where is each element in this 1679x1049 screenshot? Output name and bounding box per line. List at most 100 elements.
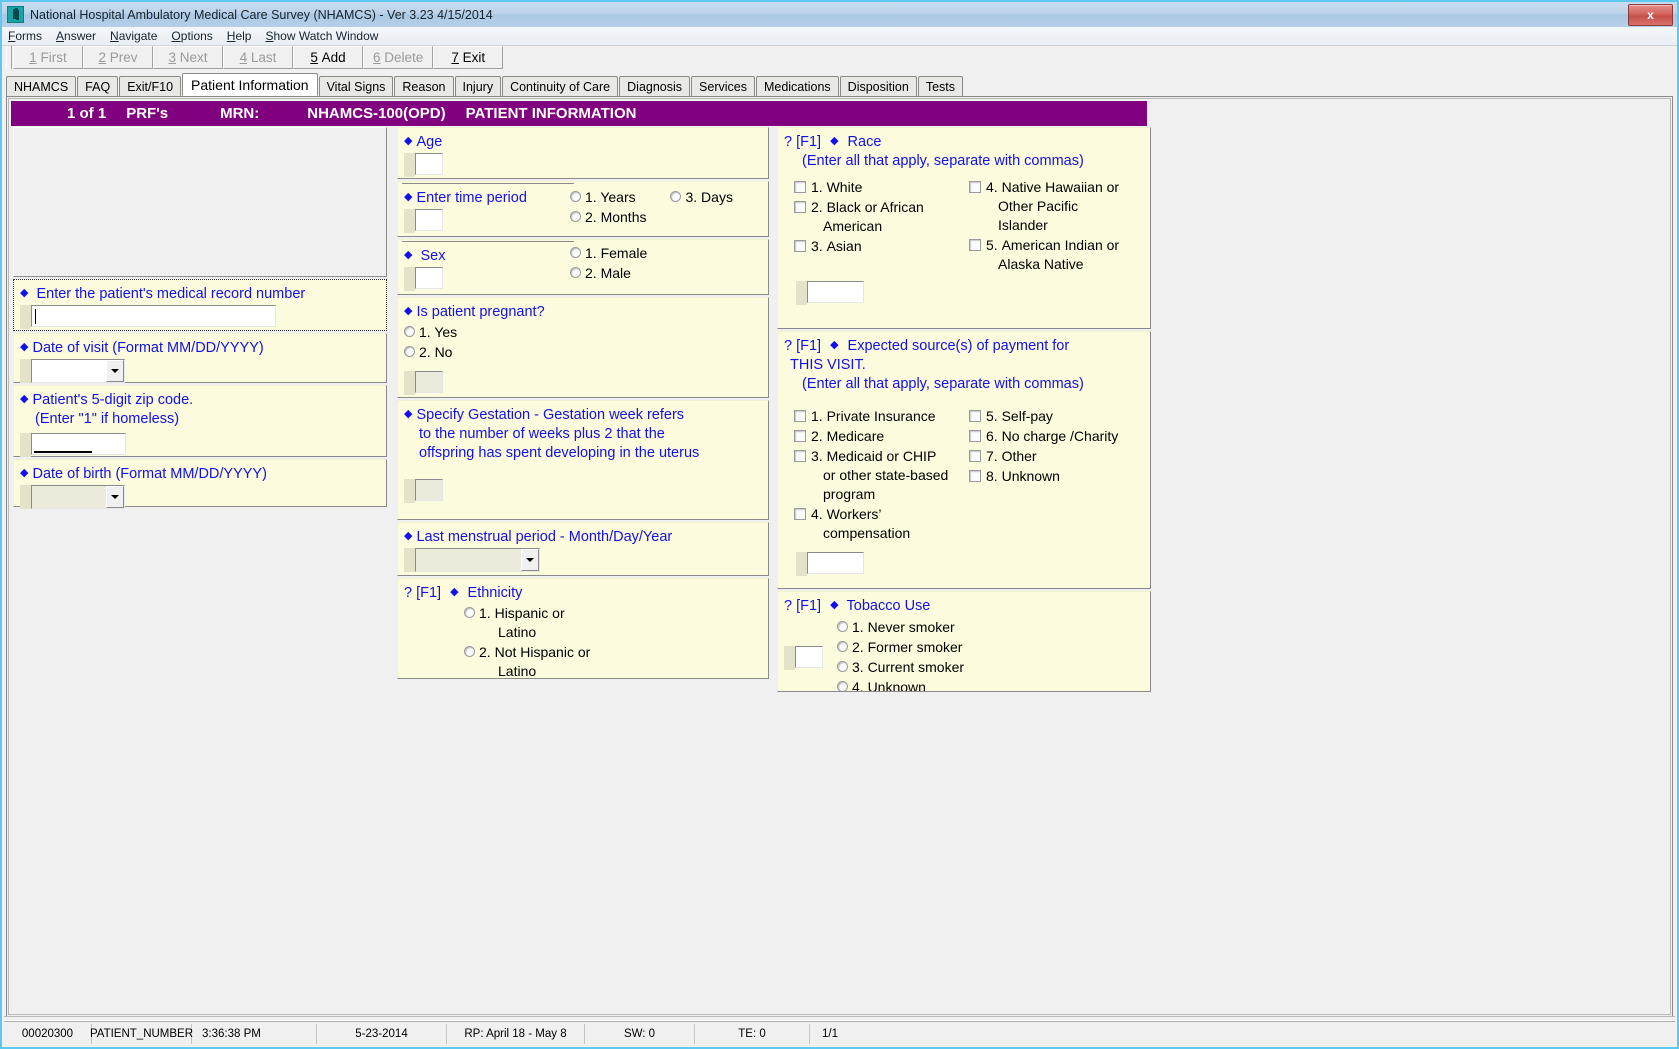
checkbox-option-american-indian-or-alaska-native[interactable]: 5. American Indian or Alaska Native	[969, 236, 1144, 274]
tab-medications[interactable]: Medications	[755, 76, 839, 96]
group-zip-code[interactable]: ◆ Patient's 5-digit zip code. (Enter "1" …	[13, 385, 387, 457]
menu-item-answer[interactable]: Answer	[56, 29, 97, 43]
radio-icon[interactable]	[837, 641, 848, 652]
tab-faq[interactable]: FAQ	[77, 76, 119, 96]
radio-option-male[interactable]: 2. Male	[570, 264, 647, 283]
tab-diagnosis[interactable]: Diagnosis	[619, 76, 691, 96]
radio-option-not-hispanic-or-latino[interactable]: 2. Not Hispanic or Latino	[464, 643, 764, 678]
menu-item-options[interactable]: Options	[171, 29, 213, 43]
chevron-down-icon[interactable]	[521, 549, 539, 571]
menu-item-help[interactable]: Help	[226, 29, 252, 43]
radio-icon[interactable]	[570, 191, 581, 202]
radio-option-never-smoker[interactable]: 1. Never smoker	[837, 618, 964, 637]
input-sex[interactable]	[415, 267, 443, 289]
radio-icon[interactable]	[837, 621, 848, 632]
tab-services[interactable]: Services	[691, 76, 755, 96]
checkbox-icon[interactable]	[969, 410, 981, 422]
input-race[interactable]	[807, 281, 864, 303]
radio-icon[interactable]	[570, 267, 581, 278]
checkbox-icon[interactable]	[794, 508, 806, 520]
chevron-down-icon[interactable]	[106, 360, 124, 382]
checkbox-icon[interactable]	[794, 201, 806, 213]
radio-icon[interactable]	[570, 211, 581, 222]
group-date-of-birth[interactable]: ◆ Date of birth (Format MM/DD/YYYY)	[13, 459, 387, 509]
tab-patient-information[interactable]: Patient Information	[182, 73, 318, 96]
input-medical-record-number[interactable]	[31, 305, 276, 327]
checkbox-option-private-insurance[interactable]: 1. Private Insurance	[794, 407, 969, 426]
group-last-menstrual-period[interactable]: ◆ Last menstrual period - Month/Day/Year	[397, 522, 769, 576]
tab-injury[interactable]: Injury	[454, 76, 502, 96]
tab-continuity-of-care[interactable]: Continuity of Care	[502, 76, 619, 96]
group-expected-payment-source[interactable]: ? [F1] ◆ Expected source(s) of payment for…	[777, 331, 1151, 589]
checkbox-icon[interactable]	[794, 430, 806, 442]
input-gestation[interactable]	[415, 479, 443, 501]
menu-item-show-watch-window[interactable]: Show Watch Window	[265, 29, 379, 43]
radio-option-hispanic-or-latino[interactable]: 1. Hispanic or Latino	[464, 604, 764, 642]
checkbox-icon[interactable]	[794, 450, 806, 462]
checkbox-option-black-or-african-american[interactable]: 2. Black or African American	[794, 198, 969, 236]
toolbar-grip[interactable]	[6, 46, 12, 69]
radio-option-days[interactable]: 3. Days	[670, 188, 733, 207]
radio-option-female[interactable]: 1. Female	[570, 244, 647, 263]
chevron-down-icon[interactable]	[106, 486, 124, 508]
group-ethnicity[interactable]: ? [F1] ◆ Ethnicity 1. Hispanic or Latino 2.…	[397, 578, 769, 679]
toolbar-button-next[interactable]: 3 Next	[153, 46, 223, 69]
input-pregnant[interactable]	[415, 371, 443, 393]
radio-option-pregnant-yes[interactable]: 1. Yes	[404, 323, 764, 342]
group-medical-record-number[interactable]: ◆ Enter the patient's medical record numb…	[13, 279, 387, 331]
tab-exit-f10[interactable]: Exit/F10	[119, 76, 182, 96]
menu-item-navigate[interactable]: Navigate	[110, 29, 158, 43]
toolbar-button-exit[interactable]: 7 Exit	[433, 46, 504, 69]
checkbox-option-workers-compensation[interactable]: 4. Workers’ compensation	[794, 505, 969, 543]
radio-icon[interactable]	[404, 326, 415, 337]
tab-reason[interactable]: Reason	[394, 76, 454, 96]
radio-option-current-smoker[interactable]: 3. Current smoker	[837, 658, 964, 677]
group-gestation[interactable]: ◆ Specify Gestation - Gestation week refe…	[397, 400, 769, 520]
input-age[interactable]	[415, 153, 443, 175]
input-date-of-birth[interactable]	[31, 485, 125, 509]
checkbox-icon[interactable]	[969, 430, 981, 442]
group-time-period[interactable]: ◆ Enter time period 1. Years 2. Months 3.…	[397, 181, 769, 237]
radio-icon[interactable]	[404, 346, 415, 357]
input-time-period[interactable]	[415, 209, 443, 231]
checkbox-option-self-pay[interactable]: 5. Self-pay	[969, 407, 1144, 426]
group-pregnant[interactable]: ◆ Is patient pregnant? 1. Yes 2. No	[397, 297, 769, 398]
checkbox-option-medicare[interactable]: 2. Medicare	[794, 427, 969, 446]
menu-item-forms[interactable]: Forms	[8, 29, 43, 43]
radio-icon[interactable]	[837, 681, 848, 691]
checkbox-option-white[interactable]: 1. White	[794, 178, 969, 197]
radio-option-unknown[interactable]: 4. Unknown	[837, 678, 964, 691]
radio-option-months[interactable]: 2. Months	[570, 208, 646, 227]
radio-option-years[interactable]: 1. Years	[570, 188, 646, 207]
tab-tests[interactable]: Tests	[917, 76, 963, 96]
radio-option-former-smoker[interactable]: 2. Former smoker	[837, 638, 964, 657]
toolbar-button-last[interactable]: 4 Last	[223, 46, 293, 69]
group-date-of-visit[interactable]: ◆ Date of visit (Format MM/DD/YYYY)	[13, 333, 387, 383]
input-expected-payment-source[interactable]	[807, 552, 864, 574]
checkbox-option-native-hawaiian-or-other-pacific-islander[interactable]: 4. Native Hawaiian or Other Pacific Island…	[969, 178, 1144, 235]
checkbox-option-no-charge-charity[interactable]: 6. No charge /Charity	[969, 427, 1144, 446]
checkbox-option-asian[interactable]: 3. Asian	[794, 237, 969, 256]
checkbox-icon[interactable]	[969, 470, 981, 482]
radio-option-pregnant-no[interactable]: 2. No	[404, 343, 764, 362]
radio-icon[interactable]	[464, 646, 475, 657]
radio-icon[interactable]	[570, 247, 581, 258]
checkbox-icon[interactable]	[969, 450, 981, 462]
tab-vital-signs[interactable]: Vital Signs	[318, 76, 394, 96]
checkbox-option-medicaid-or-chip[interactable]: 3. Medicaid or CHIP or other state-based p…	[794, 447, 969, 504]
tab-nhamcs[interactable]: NHAMCS	[6, 76, 77, 96]
toolbar-button-add[interactable]: 5 Add	[293, 46, 363, 69]
checkbox-icon[interactable]	[969, 181, 981, 193]
toolbar-button-prev[interactable]: 2 Prev	[83, 46, 153, 69]
tab-disposition[interactable]: Disposition	[839, 76, 917, 96]
input-tobacco-use[interactable]	[795, 646, 823, 668]
group-age[interactable]: ◆ Age	[397, 127, 769, 179]
input-date-of-visit[interactable]	[31, 359, 125, 383]
group-sex[interactable]: ◆ Sex 1. Female 2. Male	[397, 239, 769, 295]
toolbar-button-delete[interactable]: 6 Delete	[363, 46, 434, 69]
input-zip-code[interactable]	[31, 433, 126, 455]
close-icon[interactable]: x	[1628, 4, 1673, 26]
checkbox-icon[interactable]	[794, 181, 806, 193]
checkbox-option-unknown[interactable]: 8. Unknown	[969, 467, 1144, 486]
toolbar-button-first[interactable]: 1 First	[13, 46, 83, 69]
